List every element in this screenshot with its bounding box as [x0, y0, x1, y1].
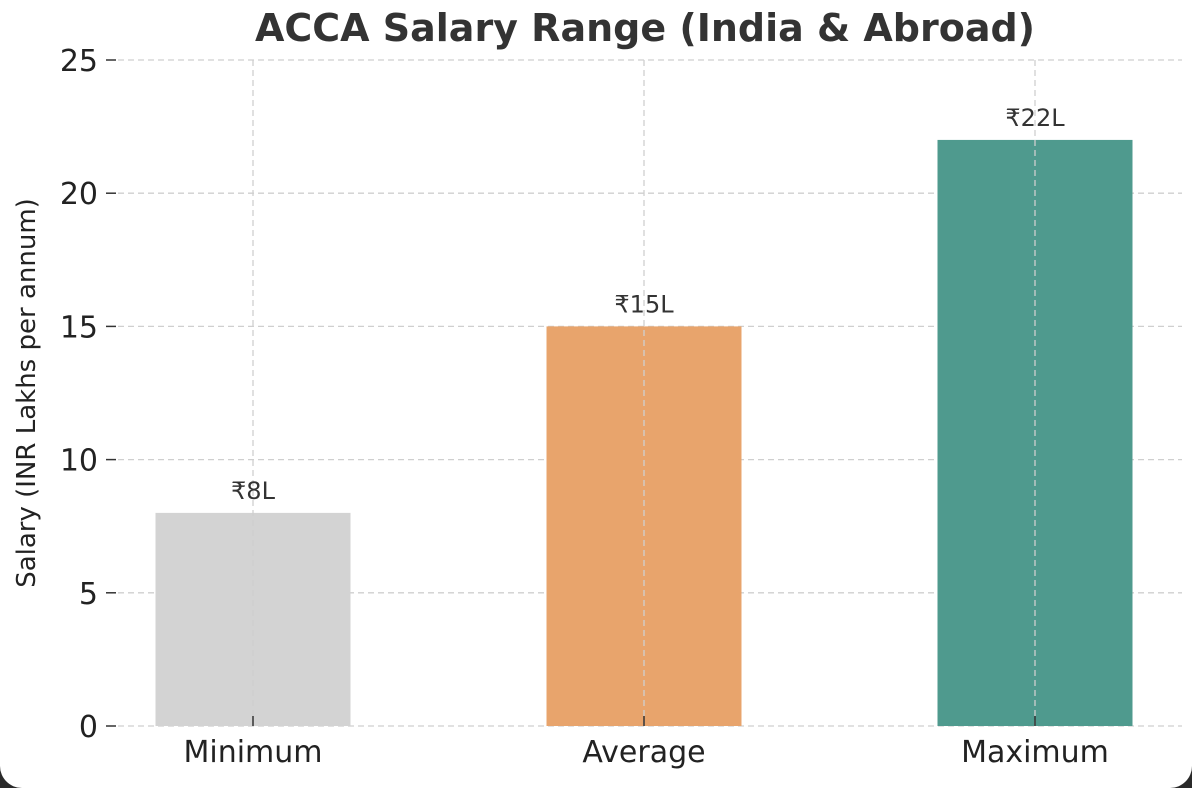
bar-average	[546, 326, 742, 726]
y-tick-label: 25	[60, 44, 98, 79]
y-tick-label: 20	[60, 177, 98, 212]
x-grid-lines	[252, 60, 1036, 726]
y-tick-label: 0	[79, 710, 98, 745]
data-label: ₹8L	[231, 477, 276, 505]
y-axis: 0 5 10 15 20 25	[60, 44, 116, 745]
y-tick-label: 10	[60, 444, 98, 479]
y-axis-label: Salary (INR Lakhs per annum)	[12, 198, 42, 588]
x-tick-label: Maximum	[961, 735, 1109, 770]
x-tick-label: Minimum	[183, 735, 322, 770]
y-tick-label: 15	[60, 310, 98, 345]
data-label: ₹15L	[614, 290, 674, 318]
y-tick-label: 5	[79, 577, 98, 612]
chart-title: ACCA Salary Range (India & Abroad)	[255, 6, 1035, 50]
data-label: ₹22L	[1005, 104, 1065, 132]
x-axis: Minimum Average Maximum	[183, 716, 1109, 770]
x-tick-label: Average	[582, 735, 705, 770]
data-labels: ₹8L ₹15L ₹22L	[231, 104, 1065, 505]
